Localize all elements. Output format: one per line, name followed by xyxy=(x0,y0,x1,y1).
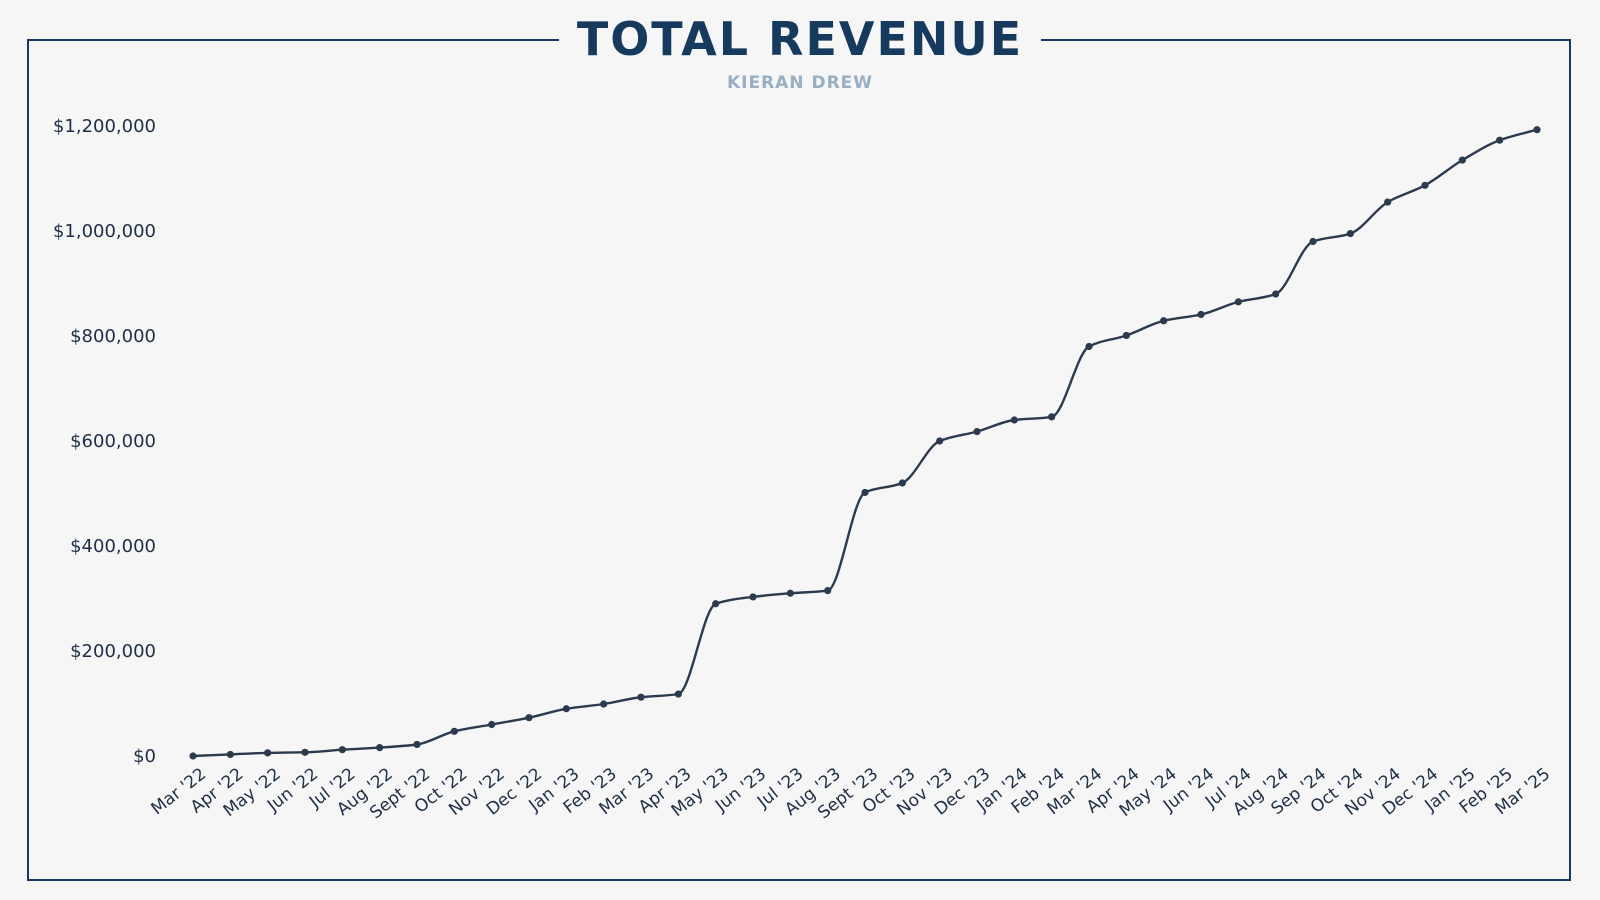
data-point xyxy=(936,437,944,445)
data-point xyxy=(1048,413,1056,421)
y-tick-label: $200,000 xyxy=(70,641,156,662)
data-point xyxy=(712,600,720,608)
data-point xyxy=(1421,181,1429,189)
data-point xyxy=(898,479,906,487)
y-tick-label: $1,000,000 xyxy=(53,221,156,242)
data-point xyxy=(824,587,832,595)
data-point xyxy=(450,727,458,735)
data-point xyxy=(1533,126,1541,134)
data-point xyxy=(376,744,384,752)
data-point xyxy=(488,720,496,729)
data-point xyxy=(637,693,645,701)
data-point xyxy=(1085,342,1093,351)
chart-subtitle: KIERAN DREW xyxy=(726,73,874,93)
data-point xyxy=(1234,298,1242,306)
y-tick-label: $800,000 xyxy=(70,326,156,347)
data-point xyxy=(1384,198,1392,206)
data-point xyxy=(1272,290,1280,298)
data-point xyxy=(189,752,197,760)
data-point xyxy=(301,748,309,756)
data-point xyxy=(1010,416,1018,424)
data-point xyxy=(226,750,234,759)
data-point xyxy=(861,488,869,497)
data-point xyxy=(786,589,794,597)
data-point xyxy=(973,427,981,436)
data-point xyxy=(600,700,608,708)
y-tick-label: $0 xyxy=(133,746,156,767)
data-point xyxy=(1160,317,1168,325)
data-point xyxy=(338,746,346,754)
data-point xyxy=(749,593,757,601)
data-point xyxy=(1122,331,1130,340)
data-point xyxy=(674,690,682,698)
data-point xyxy=(264,749,272,757)
data-point xyxy=(1309,237,1317,246)
y-axis: $0 $200,000 $400,000 $600,000 $800,000 $1,000… xyxy=(53,116,156,767)
y-tick-label: $400,000 xyxy=(70,536,156,557)
data-point xyxy=(562,705,570,713)
data-point xyxy=(1346,230,1354,238)
data-point xyxy=(525,714,533,722)
y-tick-label: $1,200,000 xyxy=(53,116,156,137)
data-point xyxy=(1197,310,1205,319)
series-line xyxy=(191,128,1539,758)
data-point xyxy=(413,740,421,749)
data-point xyxy=(1458,156,1466,164)
y-tick-label: $600,000 xyxy=(70,431,156,452)
data-points xyxy=(189,126,1541,760)
data-point xyxy=(1496,136,1504,144)
